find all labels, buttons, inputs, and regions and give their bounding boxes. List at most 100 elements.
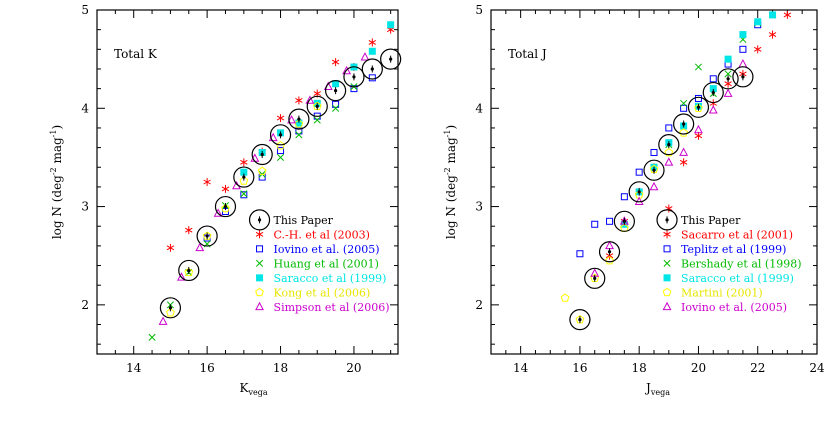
panel-title: Total K — [114, 47, 158, 61]
data-point — [560, 293, 570, 302]
data-point — [664, 157, 674, 166]
data-point — [343, 66, 365, 88]
data-point — [724, 55, 732, 63]
x-tick-label: 18 — [632, 361, 647, 375]
data-point — [313, 116, 321, 124]
data-point — [240, 158, 248, 167]
data-point — [576, 250, 584, 258]
data-point — [665, 124, 673, 132]
data-point — [295, 131, 303, 139]
data-point — [196, 225, 218, 247]
data-point — [350, 85, 358, 93]
legend-entry: C.-H. et al (2003) — [255, 228, 370, 241]
data-point — [613, 210, 635, 232]
data-point — [732, 66, 754, 88]
legend-entry: Simpson et al (2006) — [255, 301, 389, 314]
data-point — [332, 80, 340, 88]
data-point — [680, 99, 688, 107]
data-point — [158, 316, 168, 325]
x-tick-label: 16 — [199, 361, 214, 375]
legend-label: Sacarro et al (2001) — [681, 228, 793, 241]
data-point — [276, 153, 285, 161]
y-tick-label: 3 — [475, 200, 483, 214]
y-axis-label: log N (deg-2 mag-1) — [443, 125, 458, 239]
legend-label: Saracco et al (1999) — [274, 272, 387, 285]
legend-entry: Sacarro et al (2001) — [663, 228, 793, 241]
data-point — [295, 127, 303, 135]
data-point — [635, 168, 643, 176]
x-axis-label: Kvega — [240, 381, 268, 397]
data-point — [258, 173, 266, 181]
data-point — [305, 95, 315, 104]
data-point — [214, 195, 237, 218]
legend-marker — [255, 259, 264, 267]
data-point — [166, 308, 175, 317]
legend-marker — [663, 230, 671, 239]
data-point — [213, 208, 223, 217]
data-point — [294, 119, 304, 128]
legend-label: This Paper — [274, 214, 334, 227]
data-point — [709, 75, 717, 83]
legend-label: Huang et al (2001) — [274, 257, 379, 270]
x-axis-label: Jvega — [644, 381, 670, 397]
legend-label: This Paper — [681, 214, 741, 227]
data-point — [650, 149, 658, 157]
data-point — [783, 10, 792, 19]
plot-frame — [96, 9, 399, 355]
data-point — [724, 70, 732, 78]
data-point — [723, 88, 733, 97]
panel-total-k: 14 16 18 20 2 3 4 5 Kvega log N (deg-2 mag-1) Tota… — [49, 3, 402, 397]
data-point — [277, 147, 285, 155]
legend-label: C.-H. et al (2003) — [274, 228, 370, 241]
data-point — [257, 166, 267, 175]
data-point — [368, 38, 377, 47]
legend-entry: Saracco et al (1999) — [663, 272, 794, 285]
legend-marker — [662, 301, 672, 311]
legend-entry: Kong et al (2006) — [255, 286, 370, 299]
data-point — [178, 259, 200, 282]
data-point — [739, 45, 747, 53]
x-tick-label: 18 — [273, 361, 288, 375]
y-tick-label: 4 — [475, 101, 483, 115]
data-point — [221, 184, 230, 193]
data-point — [331, 58, 340, 67]
data-point — [368, 74, 376, 82]
data-point — [754, 45, 762, 54]
legend-entry: Bershady et al (1998) — [663, 257, 802, 270]
legend-entry: Saracco et al (1999) — [256, 272, 387, 285]
data-point — [251, 143, 273, 166]
x-tick-label: 20 — [346, 361, 361, 375]
data-point — [324, 79, 347, 102]
x-tick-label: 14 — [126, 361, 142, 375]
data-point — [687, 96, 710, 118]
legend-label: Teplitz et al (1999) — [681, 243, 786, 256]
x-tick-label: 16 — [572, 361, 587, 375]
y-tick-label: 2 — [81, 298, 89, 312]
data-point — [769, 11, 777, 19]
panel-total-j: 14 16 18 20 22 24 2 3 4 5 Jvega log N (deg-2 mag-1)… — [443, 3, 825, 397]
data-point — [387, 21, 395, 29]
data-point — [664, 147, 674, 157]
data-point — [221, 203, 230, 213]
data-point — [628, 181, 650, 203]
data-point — [148, 333, 156, 341]
data-point — [233, 166, 255, 188]
data-point — [739, 31, 747, 39]
data-point — [332, 104, 340, 112]
data-point — [679, 158, 688, 167]
legend-entry: Martini (2001) — [662, 286, 763, 299]
legend-marker — [663, 245, 671, 253]
legend-label: Iovino et al. (2005) — [681, 301, 787, 314]
data-point — [295, 96, 303, 105]
data-point — [754, 18, 762, 26]
data-point — [694, 124, 703, 134]
legend-label: Martini (2001) — [681, 286, 763, 299]
y-tick-label: 3 — [81, 200, 89, 214]
y-tick-label: 4 — [81, 101, 89, 115]
legend-marker — [256, 245, 264, 253]
data-point — [288, 108, 310, 130]
data-point — [673, 113, 695, 135]
data-point — [159, 297, 182, 319]
data-point — [380, 48, 402, 70]
